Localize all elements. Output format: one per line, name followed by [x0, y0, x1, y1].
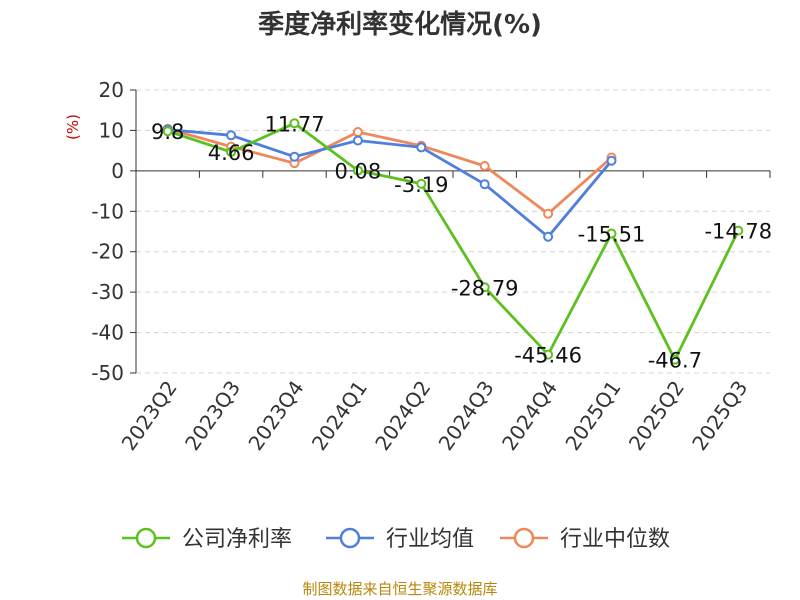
legend-label: 行业均值 — [386, 527, 474, 552]
legend-label: 公司净利率 — [182, 527, 292, 552]
data-point — [352, 135, 363, 146]
grid-lines — [136, 89, 770, 374]
data-point — [289, 118, 300, 129]
legend-marker — [135, 527, 157, 549]
x-tick-label: 2024Q4 — [497, 376, 562, 455]
series-lines — [162, 118, 744, 365]
data-label: 9.8 — [151, 120, 184, 144]
x-tick-label: 2024Q2 — [370, 376, 435, 455]
x-tick-label: 2025Q3 — [687, 376, 752, 455]
data-label: -28.79 — [451, 276, 519, 300]
y-tick-label: -20 — [91, 240, 124, 264]
y-tick-label: 20 — [99, 78, 124, 102]
data-label: -3.19 — [394, 173, 448, 197]
x-tick-label: 2023Q4 — [243, 376, 308, 455]
legend-marker — [513, 527, 535, 549]
y-tick-label: -10 — [91, 199, 124, 223]
data-point — [352, 127, 363, 138]
data-source: 制图数据来自恒生聚源数据库 — [302, 580, 497, 598]
data-point — [226, 130, 237, 141]
series-line — [167, 121, 740, 362]
data-point — [352, 165, 363, 176]
data-point — [162, 126, 173, 137]
data-point — [669, 354, 680, 365]
data-point — [289, 151, 300, 162]
data-point — [479, 282, 490, 293]
chart-title: 季度净利率变化情况(%) — [258, 9, 542, 40]
data-label: -45.46 — [514, 344, 582, 368]
x-tick-label: 2025Q1 — [560, 376, 625, 455]
x-tick-label: 2024Q3 — [434, 376, 499, 455]
data-point — [543, 231, 554, 242]
y-tick-labels: 20 10 0 -10 -20 -30 -40 -50 — [91, 78, 124, 385]
y-axis-unit: (%) — [64, 114, 82, 140]
data-point — [733, 225, 744, 236]
x-tick-label: 2024Q1 — [307, 376, 372, 455]
axes — [130, 89, 771, 374]
x-tick-labels: 2023Q22023Q32023Q42024Q12024Q22024Q32024… — [117, 376, 753, 455]
y-tick-label: -30 — [91, 280, 124, 304]
data-point — [416, 142, 427, 153]
data-label: 4.66 — [208, 141, 255, 165]
data-label: 11.77 — [264, 112, 324, 136]
data-point — [479, 179, 490, 190]
y-tick-label: 10 — [99, 118, 124, 142]
legend-label: 行业中位数 — [560, 527, 670, 552]
y-tick-label: -50 — [91, 361, 124, 385]
data-label: -15.51 — [578, 223, 646, 247]
x-tick-label: 2025Q2 — [624, 376, 689, 455]
data-labels: 9.8 4.66 11.77 0.08 -3.19 -28.79 -45.46 -15.51 -… — [151, 112, 772, 372]
data-point — [416, 178, 427, 189]
legend-marker — [339, 527, 361, 549]
data-label: -46.7 — [648, 349, 702, 373]
legend: 公司净利率 行业均值 行业中位数 — [122, 527, 670, 552]
data-point — [606, 228, 617, 239]
data-point — [606, 155, 617, 166]
data-label: 0.08 — [335, 160, 382, 184]
x-tick-label: 2023Q3 — [180, 376, 245, 455]
data-point — [479, 161, 490, 172]
data-label: -14.78 — [704, 220, 772, 244]
data-point — [226, 147, 237, 158]
y-tick-label: 0 — [111, 159, 124, 183]
y-tick-label: -40 — [91, 321, 124, 345]
data-point — [543, 349, 554, 360]
series-line — [167, 127, 613, 216]
data-point — [543, 208, 554, 219]
series-line — [167, 128, 613, 239]
x-tick-label: 2023Q2 — [117, 376, 182, 455]
